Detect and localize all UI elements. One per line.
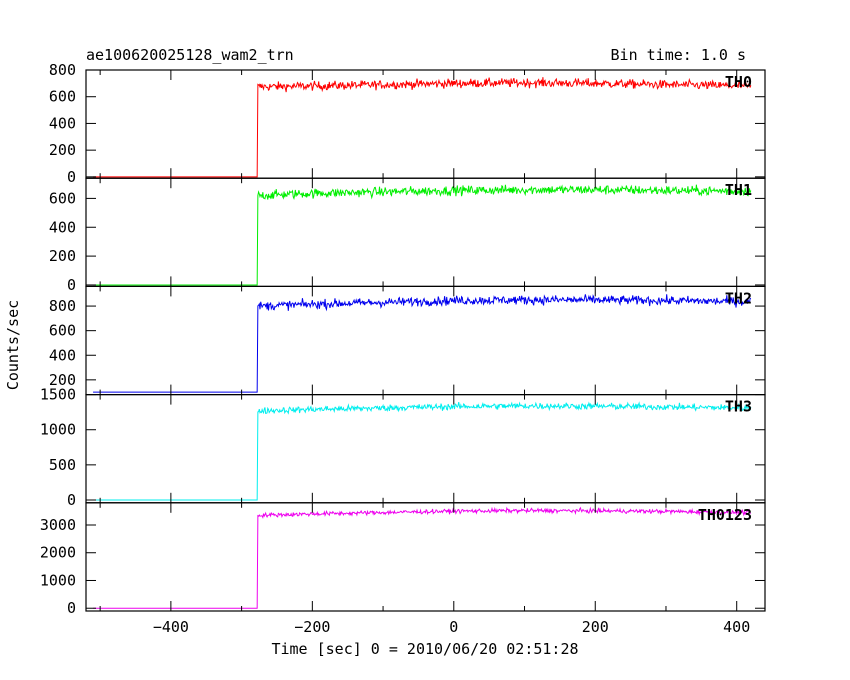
- x-tick-label: 0: [449, 618, 458, 636]
- x-axis-label: Time [sec] 0 = 2010/06/20 02:51:28: [271, 640, 578, 658]
- x-tick-label: 400: [723, 618, 750, 636]
- y-axis-label: Counts/sec: [4, 300, 22, 390]
- y-tick-label: 0: [67, 491, 76, 509]
- y-tick-label: 3000: [40, 516, 76, 534]
- y-tick-label: 200: [49, 141, 76, 159]
- y-tick-label: 400: [49, 218, 76, 236]
- y-tick-label: 1000: [40, 421, 76, 439]
- y-tick-label: 800: [49, 61, 76, 79]
- lightcurve-th1: [93, 184, 752, 286]
- series-label-th3: TH3: [725, 398, 752, 416]
- y-tick-label: 800: [49, 297, 76, 315]
- series-label-th0: TH0: [725, 73, 752, 91]
- lightcurve-th0: [93, 77, 752, 178]
- panel-th0: 0 200 400 600 800 TH0: [49, 61, 766, 186]
- bin-time-label: Bin time: 1.0 s: [611, 46, 746, 64]
- panels-group: 0 200 400 600 800 TH0 0 200 400 600 TH1 200 400 600 80…: [40, 61, 766, 636]
- panel-frame-th0123: [85, 502, 766, 612]
- panel-th3: 0 500 1000 1500 TH3: [40, 386, 766, 509]
- panel-th2: 200 400 600 800 TH2: [49, 285, 766, 396]
- y-tick-label: 0: [67, 599, 76, 617]
- panel-frame-th3: [85, 394, 766, 504]
- lightcurve-th0123: [93, 506, 752, 609]
- y-tick-label: 0: [67, 168, 76, 186]
- y-tick-label: 400: [49, 346, 76, 364]
- y-tick-label: 600: [49, 88, 76, 106]
- y-tick-label: 2000: [40, 544, 76, 562]
- y-tick-label: 1500: [40, 386, 76, 404]
- lightcurve-th2: [93, 294, 752, 393]
- y-tick-label: 600: [49, 322, 76, 340]
- x-tick-label: −400: [153, 618, 189, 636]
- series-label-th0123: TH0123: [698, 506, 752, 524]
- y-tick-label: 400: [49, 114, 76, 132]
- y-tick-label: 200: [49, 371, 76, 389]
- series-label-th2: TH2: [725, 289, 752, 307]
- panel-th1: 0 200 400 600 TH1: [49, 177, 766, 294]
- y-tick-label: 600: [49, 189, 76, 207]
- panel-th0123: 0 1000 2000 3000 TH0123: [40, 502, 766, 617]
- y-tick-label: 1000: [40, 571, 76, 589]
- y-tick-label: 200: [49, 247, 76, 265]
- y-tick-label: 0: [67, 276, 76, 294]
- x-tick-label: 200: [582, 618, 609, 636]
- x-tick-label: −200: [294, 618, 330, 636]
- panel-frame-th1: [85, 177, 766, 287]
- chart-title: ae100620025128_wam2_trn: [86, 46, 294, 64]
- y-tick-label: 500: [49, 456, 76, 474]
- series-label-th1: TH1: [725, 181, 752, 199]
- lightcurve-th3: [93, 401, 752, 501]
